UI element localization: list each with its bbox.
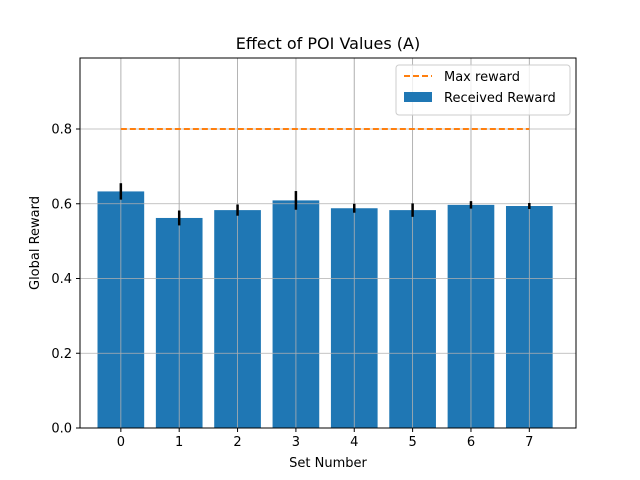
legend-box bbox=[395, 64, 571, 116]
x-tick-label: 2 bbox=[233, 435, 241, 450]
axes-frame bbox=[79, 57, 577, 429]
x-tick-label: 4 bbox=[350, 435, 358, 450]
legend-received-reward-label: Received Reward bbox=[444, 91, 556, 106]
plot-area: 0 1 2 3 4 5 6 7 0.0 0.2 0.4 0.6 0.8 bbox=[51, 57, 577, 450]
x-tick-label: 3 bbox=[292, 435, 300, 450]
y-tick-label: 0.8 bbox=[51, 123, 72, 138]
x-tick-label: 1 bbox=[175, 435, 183, 450]
x-axis-label: Set Number bbox=[289, 456, 367, 471]
legend-received-reward-swatch bbox=[404, 92, 432, 102]
y-tick-label: 0.6 bbox=[51, 197, 72, 212]
legend: Max reward Received Reward bbox=[395, 64, 571, 116]
x-tick-label: 7 bbox=[525, 435, 533, 450]
chart-title: Effect of POI Values (A) bbox=[236, 34, 420, 53]
legend-max-reward-label: Max reward bbox=[444, 70, 520, 85]
y-tick-label: 0.4 bbox=[51, 272, 72, 287]
x-tick-label: 6 bbox=[467, 435, 475, 450]
y-axis-label: Global Reward bbox=[28, 196, 43, 290]
y-tick-label: 0.0 bbox=[51, 422, 72, 437]
x-tick-label: 5 bbox=[408, 435, 416, 450]
x-tick-label: 0 bbox=[117, 435, 125, 450]
y-tick-label: 0.2 bbox=[51, 347, 72, 362]
